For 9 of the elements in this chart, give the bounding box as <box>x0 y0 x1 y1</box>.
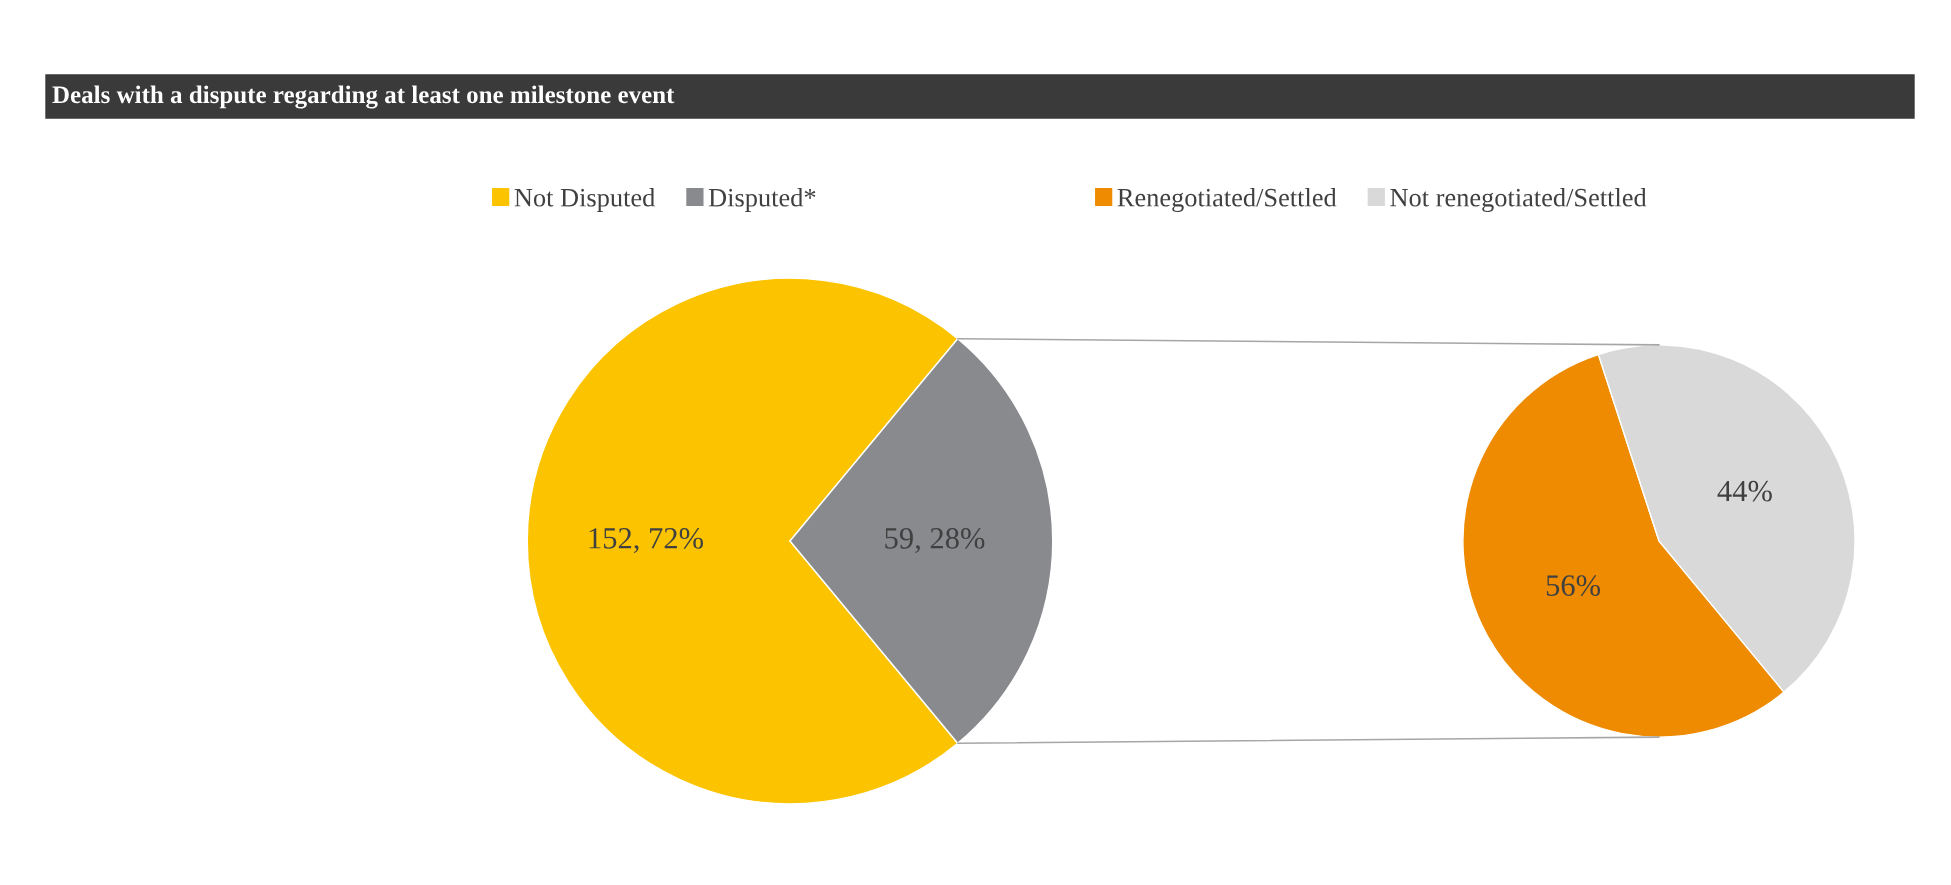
legend-label: Not renegotiated/Settled <box>1390 188 1647 212</box>
data-label: 56% <box>1546 575 1601 596</box>
data-label: 59, 28% <box>885 528 985 554</box>
data-label: 44% <box>1717 480 1772 502</box>
legend-label: Renegotiated/Settled <box>1117 188 1337 212</box>
legend-label: Not Disputed <box>514 188 656 212</box>
legend-label: Disputed* <box>708 188 816 212</box>
chart-title: Deals with a dispute regarding at least one milestone event <box>52 85 675 109</box>
data-label: 152, 72% <box>589 528 704 554</box>
